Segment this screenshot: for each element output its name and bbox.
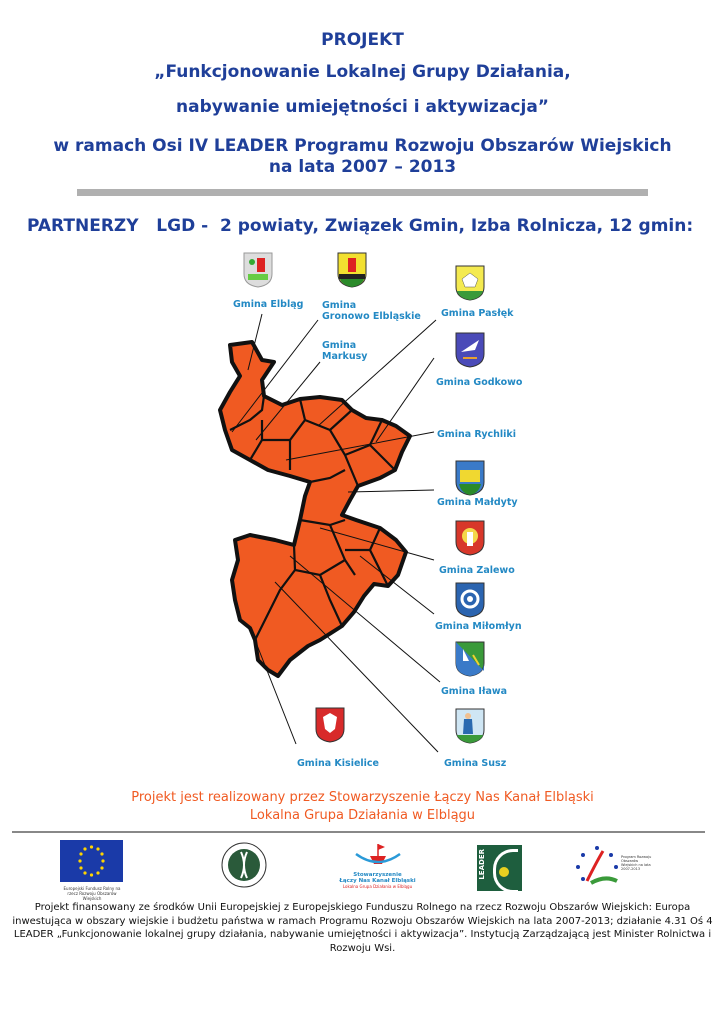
eu-caption: Europejski Fundusz Rolny na rzecz Rozwoj… [63,886,121,901]
godkowo-coat-of-arms-icon [455,332,485,368]
leader-text: LEADER [478,849,486,880]
map-outline [218,340,412,678]
milomlyn-coat-of-arms-icon [455,582,485,618]
label-gmina-elblag: Gmina Elbląg [233,299,304,310]
stowarzyszenie-logo: Stowarzyszenie Łączy Nas Kanał Elbląski … [330,842,425,889]
gronowo-coat-of-arms-icon [337,252,367,288]
eu-flag-icon [60,840,123,882]
label-gmina-susz: Gmina Susz [444,758,507,769]
label-gmina-godkowo: Gmina Godkowo [436,377,523,388]
organizer-line1: Projekt jest realizowany przez Stowarzys… [131,790,594,805]
divider-bar [77,189,648,196]
label-gmina-markusy-2: Markusy [322,351,368,362]
project-name-line2: nabywanie umiejętności i aktywizacja” [176,97,549,117]
leader-logo: LEADER [477,845,522,893]
chamber-agriculture-seal-icon [221,842,267,888]
label-gmina-zalewo: Gmina Zalewo [439,565,515,576]
program-line: w ramach Osi IV LEADER Programu Rozwoju … [53,136,672,156]
label-gmina-markusy-1: Gmina [322,340,357,351]
label-gmina-milomlyn: Gmina Miłomłyn [435,621,522,632]
leader-c-shape [493,849,518,893]
label-gmina-rychliki: Gmina Rychliki [437,429,516,440]
zalewo-coat-of-arms-icon [455,520,485,556]
prow-emblem-icon [576,846,618,885]
commune-borders [229,395,396,641]
label-gmina-paslek: Gmina Pasłęk [441,308,514,319]
funding-statement: Projekt finansowany ze środków Unii Euro… [12,902,713,954]
maldyty-coat-of-arms-icon [455,460,485,496]
footer-divider [12,831,705,833]
stow-line3: Lokalna Grupa Działania w Elblągu [342,884,413,889]
stow-line1: Stowarzyszenie [353,872,402,878]
label-gmina-ilawa: Gmina Iława [441,686,508,697]
prow-text: Program Rozwoju Obszarów Wiejskich na la… [621,855,652,871]
project-name-line1: „Funkcjonowanie Lokalnej Grupy Działania… [154,62,571,82]
region-map [218,313,441,753]
program-years: na lata 2007 – 2013 [268,157,457,177]
label-gmina-gronowo-1: Gmina [322,300,357,311]
title: PROJEKT [321,30,404,50]
stow-line2: Łączy Nas Kanał Elbląski [339,878,416,884]
partners-heading: PARTNERZY LGD - 2 powiaty, Związek Gmin,… [27,216,694,236]
ilawa-coat-of-arms-icon [455,641,485,677]
paslek-coat-of-arms-icon [455,265,485,301]
elblag-coat-of-arms-icon [243,252,273,288]
eu-logo: Europejski Fundusz Rolny na rzecz Rozwoj… [60,840,124,901]
leader-dot [499,867,509,877]
kisielice-coat-of-arms-icon [315,707,345,743]
label-gmina-maldyty: Gmina Małdyty [437,497,518,508]
susz-coat-of-arms-icon [455,708,485,744]
boat-logo-icon [354,844,401,864]
pointer-arrows [231,313,441,753]
label-gmina-gronowo-2: Gronowo Elbląskie [322,311,421,322]
label-gmina-kisielice: Gmina Kisielice [297,758,379,769]
prow-logo: Program Rozwoju Obszarów Wiejskich na la… [573,843,653,891]
organizer-line2: Lokalna Grupa Działania w Elblągu [249,808,476,823]
